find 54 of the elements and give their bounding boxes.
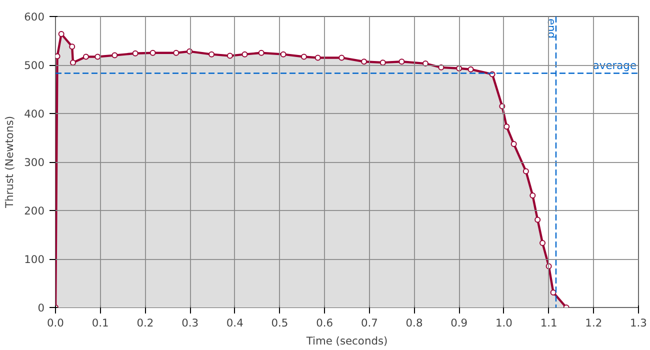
x-tick-label: 0.9 bbox=[450, 316, 468, 330]
x-tick-label: 0.6 bbox=[316, 316, 334, 330]
point bbox=[150, 50, 156, 56]
ref-line-label: end bbox=[544, 18, 558, 39]
point bbox=[504, 124, 510, 130]
x-tick-label: 0.8 bbox=[406, 316, 423, 330]
point bbox=[173, 50, 180, 56]
point bbox=[530, 192, 536, 198]
x-axis-title: Time (seconds) bbox=[305, 334, 388, 348]
x-tick-label: 0.3 bbox=[182, 316, 199, 330]
x-tick-label: 0.5 bbox=[271, 316, 288, 330]
point bbox=[242, 51, 248, 58]
point bbox=[58, 30, 64, 37]
point bbox=[300, 54, 307, 60]
y-tick-label: 100 bbox=[24, 253, 45, 266]
y-tick-label: 500 bbox=[24, 59, 45, 72]
point bbox=[258, 50, 264, 56]
point bbox=[280, 51, 286, 58]
point bbox=[380, 60, 386, 66]
point bbox=[112, 52, 118, 58]
x-tick-label: 0.0 bbox=[47, 316, 64, 330]
point bbox=[132, 50, 138, 56]
x-tick-label: 1.3 bbox=[630, 316, 647, 330]
x-tick-label: 1.1 bbox=[540, 316, 558, 330]
point bbox=[522, 168, 529, 174]
point bbox=[550, 289, 556, 296]
point bbox=[94, 54, 101, 60]
point bbox=[361, 58, 368, 65]
point bbox=[70, 60, 76, 66]
point bbox=[534, 216, 541, 223]
x-tick-label: 0.1 bbox=[92, 316, 109, 330]
point bbox=[226, 52, 233, 59]
y-tick-label: 300 bbox=[24, 156, 45, 169]
y-tick-label: 200 bbox=[24, 204, 45, 218]
point bbox=[468, 66, 474, 72]
ref-line-label: average bbox=[592, 59, 636, 72]
point bbox=[56, 53, 60, 60]
point bbox=[69, 44, 76, 50]
x-tick-label: 1.2 bbox=[585, 316, 602, 330]
point bbox=[314, 54, 321, 61]
y-tick-label: 400 bbox=[24, 108, 45, 120]
x-tick-label: 0.4 bbox=[226, 316, 244, 330]
point bbox=[540, 240, 546, 246]
y-axis-title: Thrust (Newtons) bbox=[3, 116, 16, 210]
y-tick-label: 600 bbox=[24, 10, 45, 24]
point bbox=[82, 54, 89, 60]
point bbox=[208, 51, 215, 58]
x-tick-label: 1.0 bbox=[495, 316, 513, 330]
y-tick-label: 0 bbox=[38, 302, 45, 314]
x-tick-label: 0.7 bbox=[360, 316, 378, 330]
point bbox=[338, 54, 345, 61]
point bbox=[398, 58, 405, 65]
x-tick-label: 0.2 bbox=[136, 316, 154, 330]
point bbox=[510, 141, 517, 148]
